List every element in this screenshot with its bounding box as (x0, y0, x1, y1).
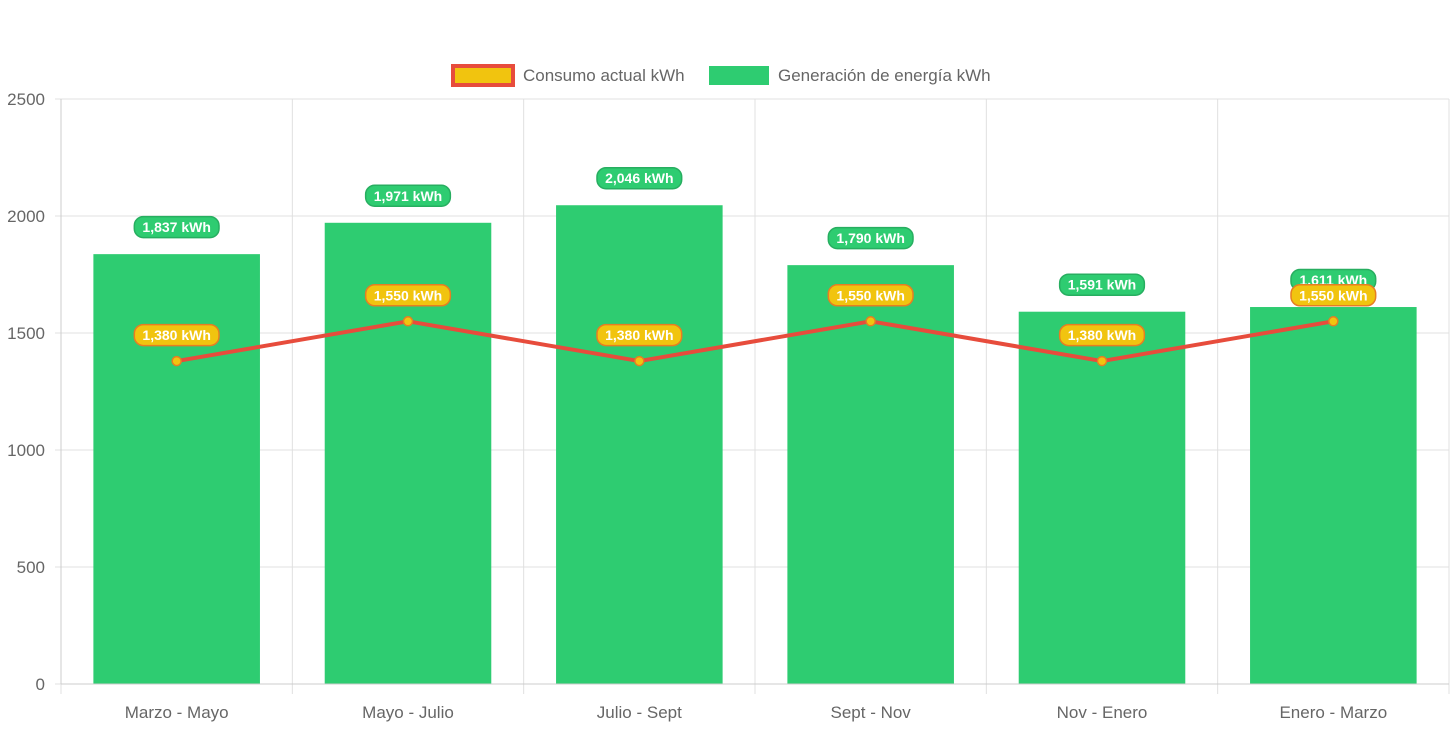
x-tick-label: Nov - Enero (1057, 703, 1148, 722)
line-data-label: 1,550 kWh (836, 287, 904, 303)
legend-swatch-consumo (451, 64, 515, 87)
line-data-label: 1,380 kWh (1068, 327, 1136, 343)
x-tick-label: Julio - Sept (597, 703, 682, 722)
bar-data-label: 1,790 kWh (836, 230, 904, 246)
x-tick-label: Mayo - Julio (362, 703, 454, 722)
bar (1250, 307, 1417, 684)
bar (787, 265, 954, 684)
line-series (171, 316, 1339, 367)
line-point (402, 316, 414, 327)
y-tick-label: 2500 (7, 90, 45, 109)
bar-data-label: 2,046 kWh (605, 170, 673, 186)
line-point (1328, 316, 1339, 327)
y-tick-label: 1500 (7, 324, 45, 343)
x-tick-label: Enero - Marzo (1279, 703, 1387, 722)
bar (1018, 311, 1186, 684)
line-data-label-bg (827, 284, 914, 307)
legend[interactable]: Consumo actual kWh Generación de energía … (451, 64, 991, 87)
line-data-label: 1,550 kWh (374, 287, 442, 303)
bar-data-label-bg (1058, 273, 1146, 296)
x-tick-label: Marzo - Mayo (125, 703, 229, 722)
grid (55, 98, 1450, 694)
line-point (171, 355, 182, 367)
bar (556, 205, 723, 684)
data-labels: 1,837 kWh 1,971 kWh 2,046 kWh 1,790 kWh 1,59… (133, 166, 1377, 347)
bar-data-label-bg (827, 226, 914, 250)
bars (93, 205, 1417, 684)
line-data-label-bg (1290, 284, 1377, 307)
line-data-label: 1,380 kWh (142, 327, 210, 343)
bar-data-label: 1,837 kWh (142, 219, 210, 235)
bar-data-label-bg (364, 184, 452, 208)
bar-data-label: 1,591 kWh (1068, 277, 1136, 293)
line-point (865, 316, 876, 327)
y-tick-label: 0 (36, 675, 45, 694)
line-data-label-bg (1058, 323, 1146, 347)
consumo-line (176, 319, 1334, 364)
line-data-label-bg (596, 323, 683, 347)
bar-data-label-bg (133, 215, 220, 239)
line-data-label-bg (133, 323, 220, 347)
line-point (634, 355, 645, 367)
line-data-label: 1,550 kWh (1299, 287, 1367, 303)
bar-data-label: 1,611 kWh (1299, 272, 1367, 288)
legend-swatch-generacion (709, 66, 769, 85)
line-data-label-bg (364, 284, 452, 307)
line-data-label: 1,380 kWh (605, 327, 673, 343)
bar-data-label-bg (596, 166, 683, 190)
legend-label-consumo: Consumo actual kWh (523, 66, 685, 85)
x-tick-label: Sept - Nov (831, 703, 912, 722)
y-tick-label: 500 (17, 558, 45, 577)
legend-label-generacion: Generación de energía kWh (778, 66, 991, 85)
y-tick-label: 1000 (7, 441, 45, 460)
line-point (1096, 355, 1108, 367)
axes: 0 500 1000 1500 2000 2500 Marzo - Mayo Mayo - J… (7, 90, 1449, 722)
bar (93, 254, 260, 684)
y-tick-label: 2000 (7, 207, 45, 226)
bar-data-label: 1,971 kWh (374, 188, 442, 204)
